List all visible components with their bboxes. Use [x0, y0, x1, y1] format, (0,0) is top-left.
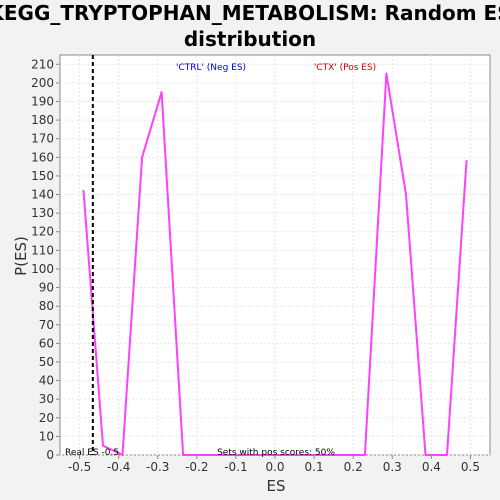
series-point [465, 160, 468, 162]
series-line [82, 72, 468, 456]
series-point [223, 454, 226, 456]
series-point [182, 454, 185, 456]
real-es-label: Real ES -0.5 [65, 448, 119, 458]
x-tick-label: 0.5 [461, 460, 480, 474]
x-tick-label: -0.5 [68, 460, 91, 474]
y-tick-label: 170 [31, 132, 54, 146]
x-tick-label: 0.0 [265, 460, 284, 474]
y-tick-label: 0 [46, 448, 54, 462]
y-tick-label: 180 [31, 113, 54, 127]
grid-lines [60, 55, 490, 456]
sets-pos-scores-label: Sets with pos scores: 50% [217, 448, 335, 458]
x-axis-title: ES [267, 477, 286, 495]
series-point [446, 454, 448, 456]
x-tick-label: -0.3 [146, 460, 169, 474]
y-tick-label: 50 [39, 355, 54, 369]
series-point [301, 454, 304, 456]
pos-es-label: 'CTX' (Pos ES) [314, 63, 376, 73]
y-tick-label: 200 [31, 76, 54, 90]
series-point [340, 454, 343, 456]
y-tick-label: 60 [39, 336, 54, 350]
x-tick-label: 0.2 [344, 460, 363, 474]
y-axis-ticks: 0 10 20 30 40 50 60 70 80 90 100 110 120 130 140 150 160… [31, 57, 60, 462]
series-point [385, 72, 388, 75]
series-point [82, 189, 85, 192]
series-point [160, 91, 163, 94]
series-point [405, 193, 407, 196]
x-axis-ticks: -0.5 -0.4 -0.3 -0.2 -0.1 0.0 0.1 0.2 0.3 0.4 0.5 [68, 455, 480, 474]
y-axis-title: P(ES) [12, 236, 30, 276]
chart-title-line1: KEGG_TRYPTOPHAN_METABOLISM: Random ES [0, 1, 500, 25]
y-tick-label: 70 [39, 318, 54, 332]
y-tick-label: 30 [39, 392, 54, 406]
x-tick-label: 0.3 [383, 460, 402, 474]
y-tick-label: 40 [39, 374, 54, 388]
y-tick-label: 100 [31, 262, 54, 276]
series-point [424, 454, 427, 456]
series-point [121, 454, 124, 456]
series-point [141, 156, 144, 159]
y-tick-label: 190 [31, 95, 54, 109]
y-tick-label: 140 [31, 188, 54, 202]
y-tick-label: 110 [31, 243, 54, 257]
series-point [320, 454, 323, 456]
y-tick-label: 160 [31, 150, 54, 164]
x-tick-label: 0.4 [422, 460, 441, 474]
x-tick-label: -0.1 [224, 460, 247, 474]
series-point [242, 454, 245, 456]
y-tick-label: 10 [39, 429, 54, 443]
x-tick-label: -0.2 [185, 460, 208, 474]
y-tick-label: 210 [31, 57, 54, 71]
y-tick-label: 150 [31, 169, 54, 183]
series-point [262, 454, 265, 456]
x-tick-label: 0.1 [305, 460, 324, 474]
neg-es-label: 'CTRL' (Neg ES) [176, 63, 246, 73]
series-point [102, 444, 104, 447]
series-layer [82, 72, 468, 456]
x-tick-label: -0.4 [107, 460, 130, 474]
y-tick-label: 20 [39, 411, 54, 425]
chart-title-line2: distribution [184, 27, 316, 51]
y-tick-label: 120 [31, 225, 54, 239]
y-tick-label: 90 [39, 281, 54, 295]
series-point [203, 454, 206, 456]
series-point [281, 454, 284, 456]
y-tick-label: 80 [39, 299, 54, 313]
y-tick-label: 130 [31, 206, 54, 220]
series-point [363, 454, 366, 456]
